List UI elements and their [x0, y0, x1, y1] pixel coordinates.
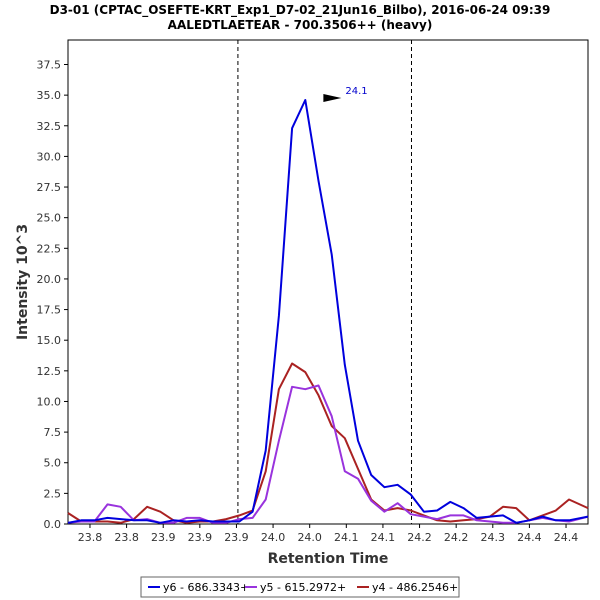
x-tick-label: 24.4: [554, 531, 579, 544]
x-axis-label: Retention Time: [268, 551, 389, 567]
x-tick-label: 24.1: [334, 531, 359, 544]
series-lines: [67, 99, 589, 524]
y-tick-label: 22.5: [37, 242, 62, 255]
x-tick-label: 24.3: [481, 531, 506, 544]
x-tick-label: 23.8: [114, 531, 139, 544]
x-tick-label: 24.2: [444, 531, 469, 544]
x-tick-label: 23.9: [224, 531, 249, 544]
series-line: [67, 99, 589, 524]
x-tick-label: 23.9: [151, 531, 176, 544]
y-tick-label: 25.0: [37, 212, 62, 225]
y-tick-label: 15.0: [37, 334, 62, 347]
y-tick-label: 32.5: [37, 120, 62, 133]
x-tick-label: 24.4: [517, 531, 542, 544]
chart-title-line1: D3-01 (CPTAC_OSEFTE-KRT_Exp1_D7-02_21Jun…: [50, 3, 551, 18]
peak-arrow-icon: [323, 94, 342, 103]
y-tick-label: 35.0: [37, 89, 62, 102]
y-tick-label: 7.5: [44, 426, 62, 439]
plot-area: [67, 39, 589, 525]
x-tick-label: 24.0: [297, 531, 322, 544]
y-tick-label: 2.5: [44, 487, 62, 500]
y-axis-label: Intensity 10^3: [15, 224, 31, 340]
x-axis-ticks: 23.8 23.8 23.9 23.9 23.9 24.0 24.0 24.1 24.1 24.2…: [78, 524, 579, 544]
legend-label: y5 - 615.2972+: [260, 581, 346, 594]
y-tick-label: 12.5: [37, 365, 62, 378]
y-tick-label: 37.5: [37, 59, 62, 72]
y-tick-label: 30.0: [37, 150, 62, 163]
y-axis-ticks: 0.0 2.5 5.0 7.5 10.0 12.5 15.0 17.5 20.0 22.5 25.0…: [37, 59, 68, 531]
x-tick-label: 24.1: [371, 531, 396, 544]
x-tick-label: 24.2: [407, 531, 432, 544]
legend-label: y6 - 686.3343+: [163, 581, 249, 594]
legend: y6 - 686.3343+ y5 - 615.2972+ y4 - 486.254…: [140, 576, 460, 598]
legend-box: [140, 576, 460, 598]
legend-label: y4 - 486.2546+: [372, 581, 458, 594]
y-tick-label: 17.5: [37, 304, 62, 317]
y-tick-label: 5.0: [44, 457, 62, 470]
x-tick-label: 23.8: [78, 531, 103, 544]
x-tick-label: 24.0: [261, 531, 286, 544]
x-tick-label: 23.9: [188, 531, 213, 544]
series-line: [67, 362, 589, 524]
y-tick-label: 20.0: [37, 273, 62, 286]
chart-title-line2: AALEDTLAETEAR - 700.3506++ (heavy): [168, 18, 433, 32]
peak-label: 24.1: [345, 86, 367, 97]
peak-annotation: 24.1: [323, 86, 368, 103]
peak-boundaries: [237, 40, 412, 524]
y-tick-label: 10.0: [37, 395, 62, 408]
y-tick-label: 0.0: [44, 518, 62, 531]
y-tick-label: 27.5: [37, 181, 62, 194]
